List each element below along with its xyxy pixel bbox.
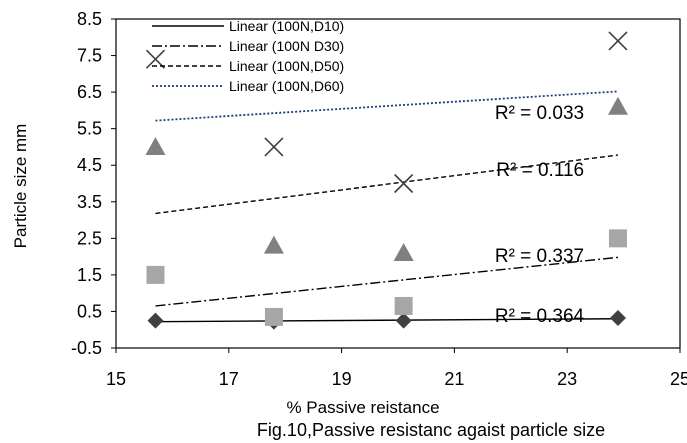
legend-label: Linear (100N,D60) (229, 78, 344, 94)
y-tick-label: -0.5 (71, 338, 102, 358)
y-tick-labels: -0.5 0.5 1.5 2.5 3.5 4.5 5.5 6.5 7.5 8.5 (71, 9, 116, 358)
y-tick-label: 1.5 (77, 265, 102, 285)
plot-frame (115, 18, 681, 349)
legend-label: Linear (100N,D50) (229, 58, 344, 74)
y-tick-label: 5.5 (77, 119, 102, 139)
square-point (264, 307, 283, 326)
y-tick-label: 4.5 (77, 155, 102, 175)
triangle-point (393, 242, 414, 261)
x-tick-label: 17 (219, 369, 239, 389)
triangle-point (145, 136, 166, 155)
figure-caption: Fig.10,Passive resistanc agaist particle… (257, 420, 605, 440)
x-tick-label: 23 (557, 369, 577, 389)
axes (115, 18, 681, 349)
x-tick-label: 15 (106, 369, 126, 389)
triangle-point (263, 235, 284, 254)
legend: Linear (100N,D10) Linear (100N D30) Linear… (152, 18, 344, 94)
trend-line (155, 318, 618, 323)
r2-labels: R² = 0.364 R² = 0.337 R² = 0.116 R² = 0.033 (495, 103, 585, 327)
square-point (394, 296, 413, 315)
trend-line (155, 90, 619, 122)
x-point (145, 49, 166, 69)
trend-line (155, 154, 619, 215)
y-tick-label: 0.5 (77, 301, 102, 321)
r2-label: R² = 0.116 (496, 160, 584, 181)
square-point (146, 265, 165, 284)
r2-label: R² = 0.364 (495, 306, 585, 327)
diamond-point (609, 310, 626, 327)
trend-line (155, 256, 619, 307)
r2-label: R² = 0.337 (495, 246, 584, 267)
y-tick-label: 2.5 (77, 228, 102, 248)
x-point (264, 137, 284, 157)
x-tick-label: 19 (332, 369, 352, 389)
diamond-point (395, 312, 412, 329)
legend-label: Linear (100N D30) (229, 38, 344, 54)
diamond-point (147, 312, 164, 329)
r2-label: R² = 0.033 (495, 103, 584, 124)
x-point (394, 173, 414, 194)
legend-label: Linear (100N,D10) (229, 18, 344, 34)
x-tick-labels: 15 17 19 21 23 25 (106, 348, 687, 389)
y-tick-label: 6.5 (77, 82, 102, 102)
y-tick-label: 7.5 (77, 46, 102, 66)
y-tick-label: 8.5 (77, 9, 102, 29)
x-point (608, 31, 628, 51)
triangle-point (607, 96, 628, 115)
x-axis-title: % Passive reistance (286, 398, 439, 417)
x-tick-label: 21 (444, 369, 464, 389)
square-point (608, 229, 627, 248)
trend-lines (155, 90, 619, 323)
x-tick-label: 25 (670, 369, 687, 389)
data-points (145, 31, 628, 330)
y-axis-title: Particle size mm (11, 124, 30, 249)
y-tick-label: 3.5 (77, 192, 102, 212)
